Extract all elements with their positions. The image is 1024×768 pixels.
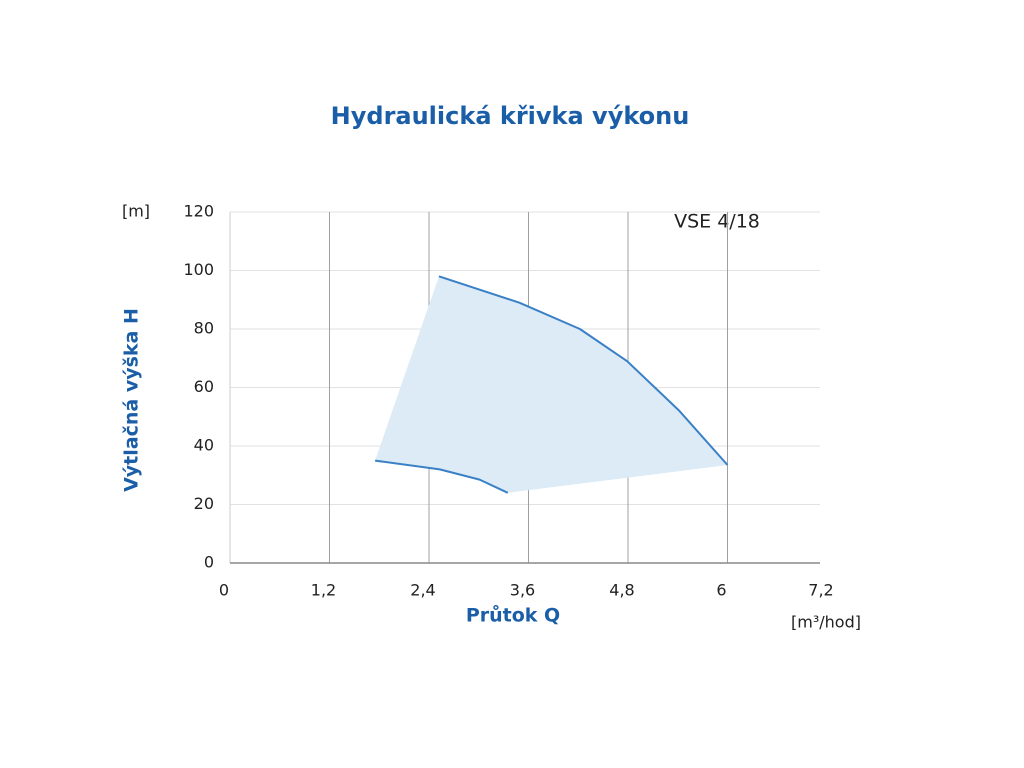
y-tick-label: 100 (183, 260, 214, 279)
y-tick-label: 40 (194, 436, 214, 455)
y-tick-label: 80 (194, 319, 214, 338)
x-tick-label: 7,2 (808, 581, 833, 600)
x-axis-label: Průtok Q (466, 604, 560, 627)
curve (374, 459, 509, 494)
x-unit: [m³/hod] (791, 613, 861, 632)
area (375, 276, 728, 493)
x-tick-label: 2,4 (410, 581, 435, 600)
annotation: VSE 4/18 (674, 211, 760, 233)
y-tick-label: 20 (194, 494, 214, 513)
x-tick-label: 3,6 (510, 581, 535, 600)
y-tick-label: 60 (194, 377, 214, 396)
x-tick-label: 6 (716, 581, 726, 600)
chart-title: Hydraulická křivka výkonu (331, 102, 690, 130)
y-tick-label: 0 (204, 553, 214, 572)
y-axis-label: Výtlačná výška H (121, 308, 143, 492)
x-tick-label: 1,2 (311, 581, 336, 600)
x-tick-label: 4,8 (609, 581, 634, 600)
x-tick-label: 0 (219, 581, 229, 600)
y-unit: [m] (122, 202, 150, 221)
curve (438, 275, 729, 466)
y-tick-label: 120 (183, 202, 214, 221)
